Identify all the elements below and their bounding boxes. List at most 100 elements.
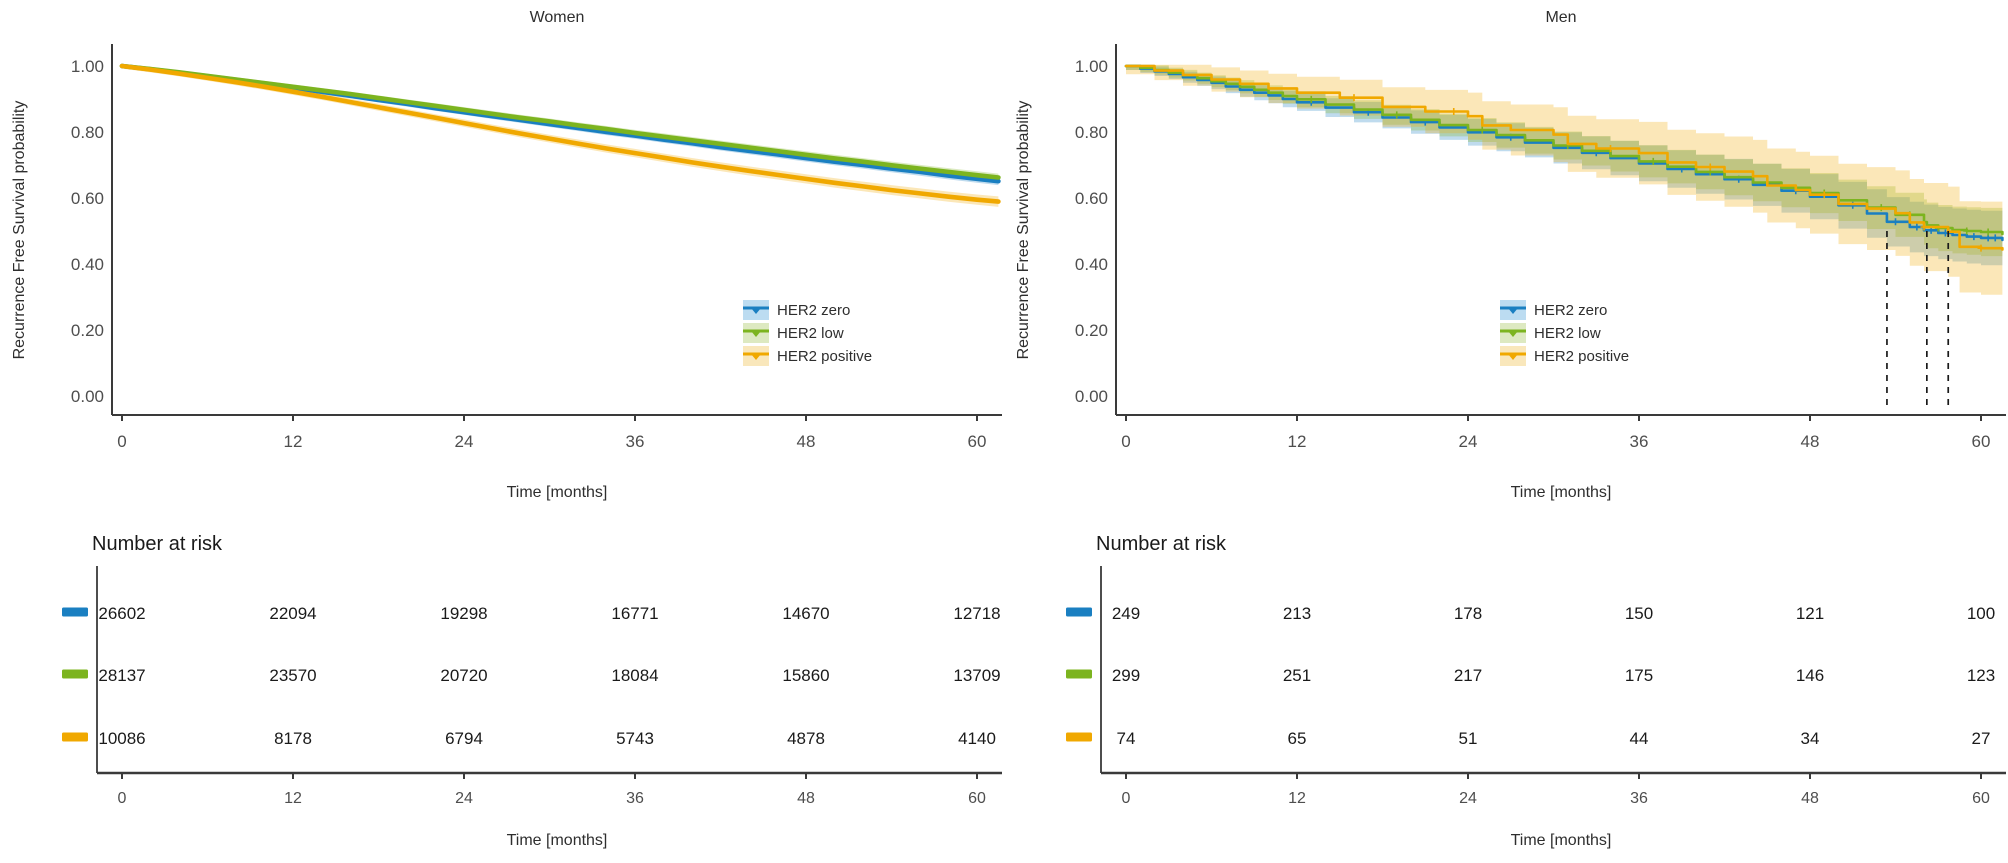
risk-tick-label: 0 (118, 790, 127, 807)
censor-mark (1649, 157, 1657, 165)
x-tick-label: 24 (455, 432, 474, 451)
risk-count: 123 (1967, 666, 1995, 685)
y-tick-label: 0.60 (1075, 189, 1108, 208)
risk-table-title: Number at risk (1096, 533, 1227, 555)
risk-tick-label: 24 (1459, 790, 1477, 807)
x-tick-label: 0 (117, 432, 126, 451)
survival-curve-her2-positive (119, 63, 1001, 204)
censor-mark (1991, 234, 1999, 242)
risk-tick-label: 36 (1630, 790, 1648, 807)
risk-count: 12718 (953, 604, 1000, 623)
x-axis-title: Time [months] (507, 484, 608, 501)
risk-count: 20720 (440, 666, 487, 685)
y-tick-label: 1.00 (71, 57, 104, 76)
curve-area (119, 63, 1001, 207)
censor-mark (1963, 227, 1971, 235)
risk-tick-label: 36 (626, 790, 644, 807)
risk-count: 5743 (616, 729, 654, 748)
censor-mark (1977, 244, 1985, 252)
risk-count: 28137 (98, 666, 145, 685)
legend-item-her2-low: HER2 low (1500, 323, 1601, 343)
y-tick-label: 0.60 (71, 189, 104, 208)
censor-mark (1450, 108, 1458, 116)
risk-count: 100 (1967, 604, 1995, 623)
risk-tick-label: 12 (1288, 790, 1306, 807)
panel-title: Women (530, 9, 585, 26)
risk-count: 121 (1796, 604, 1824, 623)
censor-mark (1984, 228, 1992, 236)
risk-row-her2-positive: 74 65 51 44 34 27 (1066, 729, 1990, 748)
censor-mark (1913, 223, 1921, 231)
risk-count: 15860 (782, 666, 829, 685)
risk-tick-label: 48 (1801, 790, 1819, 807)
x-tick-label: 48 (1801, 432, 1820, 451)
survival-curve-her2-positive (1124, 64, 2004, 251)
risk-row-swatch (62, 732, 88, 742)
legend-label: HER2 low (1534, 325, 1601, 342)
censor-mark (1820, 191, 1828, 199)
censor-mark (1307, 95, 1315, 103)
risk-count: 213 (1283, 604, 1311, 623)
legend-key-marker (751, 354, 761, 360)
survival-curve-her2-low (1124, 64, 2004, 236)
confidence-band-her2-positive (1126, 64, 2003, 297)
censor-mark (1892, 218, 1899, 226)
risk-count: 4140 (958, 729, 996, 748)
risk-count: 44 (1630, 729, 1649, 748)
survival-curve-her2-low (119, 63, 1001, 180)
risk-tick-label: 60 (968, 790, 986, 807)
y-tick-label: 1.00 (1075, 57, 1108, 76)
risk-row-swatch (1066, 732, 1092, 742)
y-tick-label: 0.40 (1075, 255, 1108, 274)
legend-label: HER2 positive (777, 348, 872, 365)
x-tick-label: 24 (1459, 432, 1478, 451)
risk-count: 8178 (274, 729, 312, 748)
censor-mark (1607, 145, 1614, 152)
y-axis-title: Recurrence Free Survival probability (11, 101, 28, 360)
x-tick-label: 12 (1288, 432, 1307, 451)
risk-table: Number at risk 0 12 24 36 48 60 Time [months] 24… (1066, 533, 2006, 849)
risk-x-axis-title: Time [months] (507, 832, 608, 849)
x-tick-label: 36 (1630, 432, 1649, 451)
risk-count: 16771 (611, 604, 658, 623)
risk-row-swatch (1066, 669, 1092, 679)
legend-key-marker (1508, 331, 1518, 337)
risk-count: 217 (1454, 666, 1482, 685)
confidence-band-her2-low (1126, 64, 2003, 259)
risk-count: 6794 (445, 729, 483, 748)
risk-count: 299 (1112, 666, 1140, 685)
y-tick-label: 0.00 (71, 387, 104, 406)
risk-count: 150 (1625, 604, 1653, 623)
panel-men: Men 1.00 0.80 0.60 0.40 0.20 0.00 Recurrence Fr… (1004, 0, 2008, 863)
risk-row-swatch (1066, 607, 1092, 617)
x-tick-label: 60 (1972, 432, 1991, 451)
x-tick-label: 0 (1121, 432, 1130, 451)
legend-item-her2-zero: HER2 zero (743, 300, 850, 320)
x-tick-label: 60 (968, 432, 987, 451)
panel-title: Men (1545, 9, 1576, 26)
censor-mark (1706, 163, 1714, 171)
risk-count: 27 (1972, 729, 1991, 748)
panel-women: Women 1.00 0.80 0.60 0.40 0.20 0.00 Recurrence … (11, 9, 1002, 849)
y-axis-title: Recurrence Free Survival probability (1015, 101, 1032, 360)
risk-count: 74 (1117, 729, 1136, 748)
legend-item-her2-zero: HER2 zero (1500, 300, 1607, 320)
risk-tick-label: 0 (1122, 790, 1131, 807)
censor-mark (1970, 233, 1978, 241)
risk-count: 19298 (440, 604, 487, 623)
risk-count: 175 (1625, 666, 1653, 685)
censor-mark (1393, 111, 1401, 119)
risk-count: 146 (1796, 666, 1824, 685)
risk-count: 18084 (611, 666, 658, 685)
risk-count: 14670 (782, 604, 829, 623)
legend-item-her2-low: HER2 low (743, 323, 844, 343)
risk-count: 251 (1283, 666, 1311, 685)
risk-row-swatch (62, 607, 88, 617)
risk-tick-label: 60 (1972, 790, 1990, 807)
survival-plot-women: Women 1.00 0.80 0.60 0.40 0.20 0.00 Recurrence … (11, 9, 1002, 849)
x-tick-label: 36 (626, 432, 645, 451)
risk-tick-label: 48 (797, 790, 815, 807)
legend-label: HER2 positive (1534, 348, 1629, 365)
y-tick-label: 0.40 (71, 255, 104, 274)
